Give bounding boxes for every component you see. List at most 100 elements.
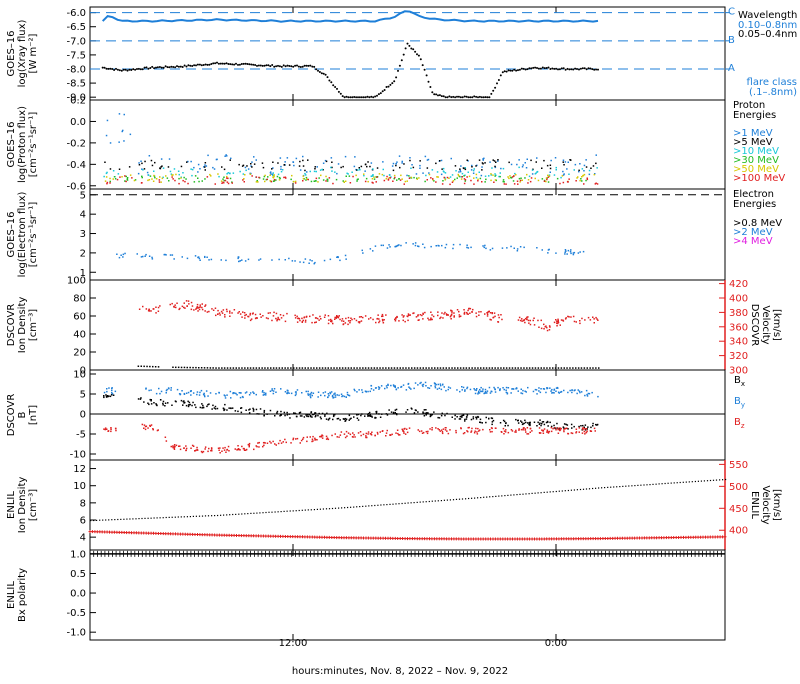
point-velocity: [315, 321, 317, 323]
point-b-component: [207, 395, 209, 397]
point-proton: [595, 154, 597, 156]
legend-entry: Bx: [734, 375, 745, 388]
point-b-component: [584, 433, 586, 435]
point-electron: [577, 252, 580, 254]
point-proton: [251, 161, 253, 163]
point-proton: [269, 180, 271, 182]
point-proton: [537, 179, 540, 182]
point-b-component: [417, 411, 419, 413]
point-velocity: [584, 319, 586, 321]
point-proton: [430, 177, 432, 179]
point-b-component: [170, 445, 172, 448]
series-point-0.05-0.4nm: [118, 69, 121, 72]
point-velocity: [358, 316, 361, 318]
point-b-component: [431, 413, 433, 416]
series-point-0.05-0.4nm: [484, 96, 487, 99]
point-b-component: [149, 398, 151, 401]
legend-title: Proton: [733, 100, 765, 111]
point-b-component: [369, 390, 371, 393]
point-b-component: [548, 430, 551, 433]
point-ion-density: [270, 367, 272, 369]
point-enlil-density: [670, 482, 672, 484]
point-velocity: [565, 317, 567, 319]
point-b-component: [312, 440, 314, 442]
series-point-0.05-0.4nm: [244, 62, 247, 65]
point-ion-density: [298, 367, 301, 369]
y-right-tick-label: 360: [729, 322, 748, 333]
point-proton: [459, 168, 461, 170]
point-b-component: [446, 412, 448, 415]
series-point-0.05-0.4nm: [513, 68, 516, 71]
point-proton: [171, 176, 173, 178]
series-point-0.05-0.4nm: [166, 66, 169, 69]
point-b-component: [327, 396, 329, 398]
point-proton: [573, 169, 575, 171]
point-ion-density: [189, 366, 191, 369]
point-velocity: [275, 317, 277, 320]
point-proton: [134, 179, 137, 181]
point-proton: [283, 176, 285, 179]
point-proton: [279, 177, 281, 180]
point-velocity: [224, 314, 226, 316]
point-b-component: [317, 391, 320, 393]
point-b-component: [173, 444, 176, 446]
y-axis-label-line: [W m⁻²]: [28, 33, 39, 73]
y-right-tick-label: 340: [729, 337, 748, 348]
point-velocity: [155, 312, 157, 314]
point-enlil-density: [114, 519, 116, 521]
point-electron: [470, 246, 472, 249]
point-b-component: [364, 415, 366, 417]
point-b-component: [376, 431, 379, 434]
point-b-component: [528, 421, 531, 424]
point-proton: [255, 176, 258, 178]
point-ion-density: [436, 367, 439, 369]
point-proton: [393, 177, 395, 180]
point-proton: [242, 164, 245, 167]
point-enlil-density: [99, 519, 101, 521]
point-velocity: [334, 318, 336, 320]
series-point-0.05-0.4nm: [311, 65, 314, 68]
point-electron: [313, 262, 315, 265]
point-b-component: [475, 389, 478, 392]
point-b-component: [439, 430, 441, 432]
point-proton: [460, 165, 462, 167]
panel-frame: [89, 549, 726, 641]
point-b-component: [565, 427, 567, 430]
point-proton: [505, 183, 507, 185]
point-proton: [182, 179, 184, 182]
point-b-component: [582, 427, 585, 429]
point-ion-density: [367, 367, 370, 369]
point-proton: [121, 176, 123, 178]
point-b-component: [541, 429, 543, 431]
point-electron: [380, 244, 383, 247]
point-velocity: [402, 316, 405, 318]
point-ion-density: [370, 367, 373, 369]
point-ion-density: [442, 367, 445, 369]
point-b-component: [162, 402, 164, 405]
series-point-0.05-0.4nm: [528, 67, 531, 70]
point-proton: [403, 183, 405, 185]
point-electron: [386, 247, 389, 249]
point-velocity: [318, 319, 320, 321]
point-proton: [251, 166, 253, 168]
point-velocity: [486, 313, 489, 315]
point-velocity: [360, 316, 362, 318]
point-b-component: [551, 388, 553, 391]
point-proton: [477, 180, 479, 182]
point-enlil-density: [374, 504, 376, 507]
point-b-component: [321, 437, 324, 439]
point-b-component: [306, 440, 308, 443]
point-electron: [239, 260, 241, 262]
legend-note: flare class: [747, 77, 797, 88]
point-velocity: [480, 311, 482, 313]
point-proton: [594, 183, 597, 185]
point-enlil-density: [706, 480, 709, 482]
point-b-component: [596, 424, 598, 426]
point-b-component: [261, 391, 264, 393]
point-b-component: [577, 389, 579, 391]
point-b-component: [347, 394, 350, 396]
point-proton: [278, 176, 281, 179]
point-proton: [532, 168, 534, 171]
series-point-0.05-0.4nm: [349, 96, 352, 99]
